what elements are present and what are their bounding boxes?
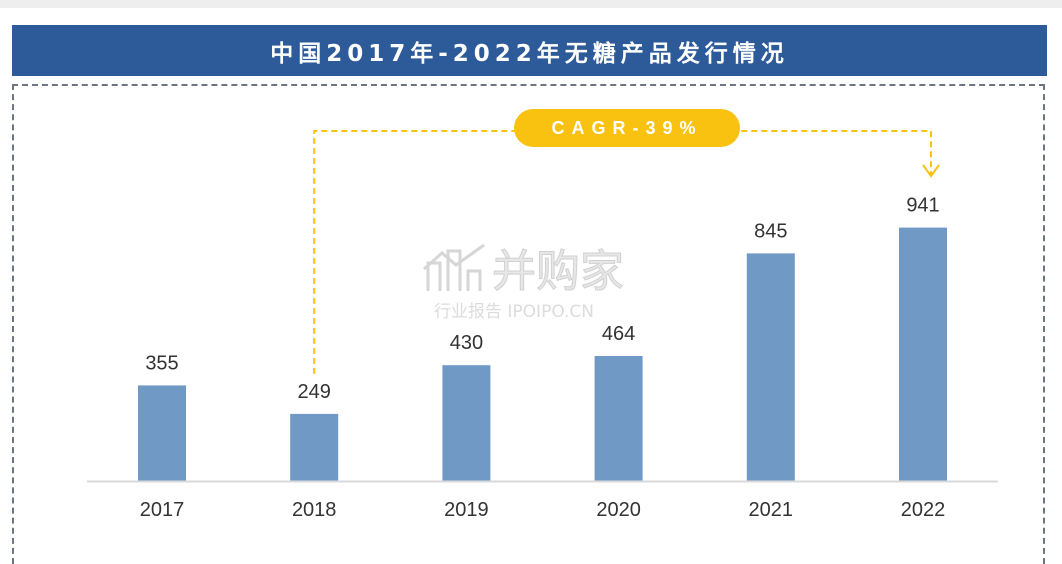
bar-2021: [746, 253, 795, 481]
top-strip: [0, 0, 1062, 8]
bar-2017: [138, 385, 186, 481]
data-label-2022: 941: [906, 195, 939, 217]
x-tick-label-2017: 2017: [140, 499, 185, 521]
x-tick-label-2022: 2022: [901, 499, 946, 521]
chart-title: 中国2017年-2022年无糖产品发行情况: [270, 40, 789, 67]
cagr-badge: CAGR-39%: [514, 109, 740, 147]
x-tick-label-2020: 2020: [596, 499, 641, 521]
data-label-2021: 845: [754, 220, 787, 242]
bar-2020: [594, 356, 643, 481]
bar-2019: [442, 365, 491, 481]
bar-2022: [899, 227, 947, 481]
chart-frame: [12, 84, 1045, 564]
x-tick-label-2018: 2018: [292, 499, 337, 521]
cagr-arrow-icon: [922, 164, 940, 178]
data-label-2020: 464: [602, 323, 635, 345]
x-tick-label-2021: 2021: [749, 499, 794, 521]
bar-2018: [290, 413, 339, 481]
data-label-2017: 355: [145, 352, 178, 374]
data-label-2018: 249: [298, 381, 331, 403]
title-bar: 中国2017年-2022年无糖产品发行情况: [12, 25, 1047, 76]
data-label-2019: 430: [450, 332, 483, 354]
x-tick-label-2019: 2019: [444, 499, 489, 521]
cagr-label: CAGR-39%: [551, 117, 703, 138]
